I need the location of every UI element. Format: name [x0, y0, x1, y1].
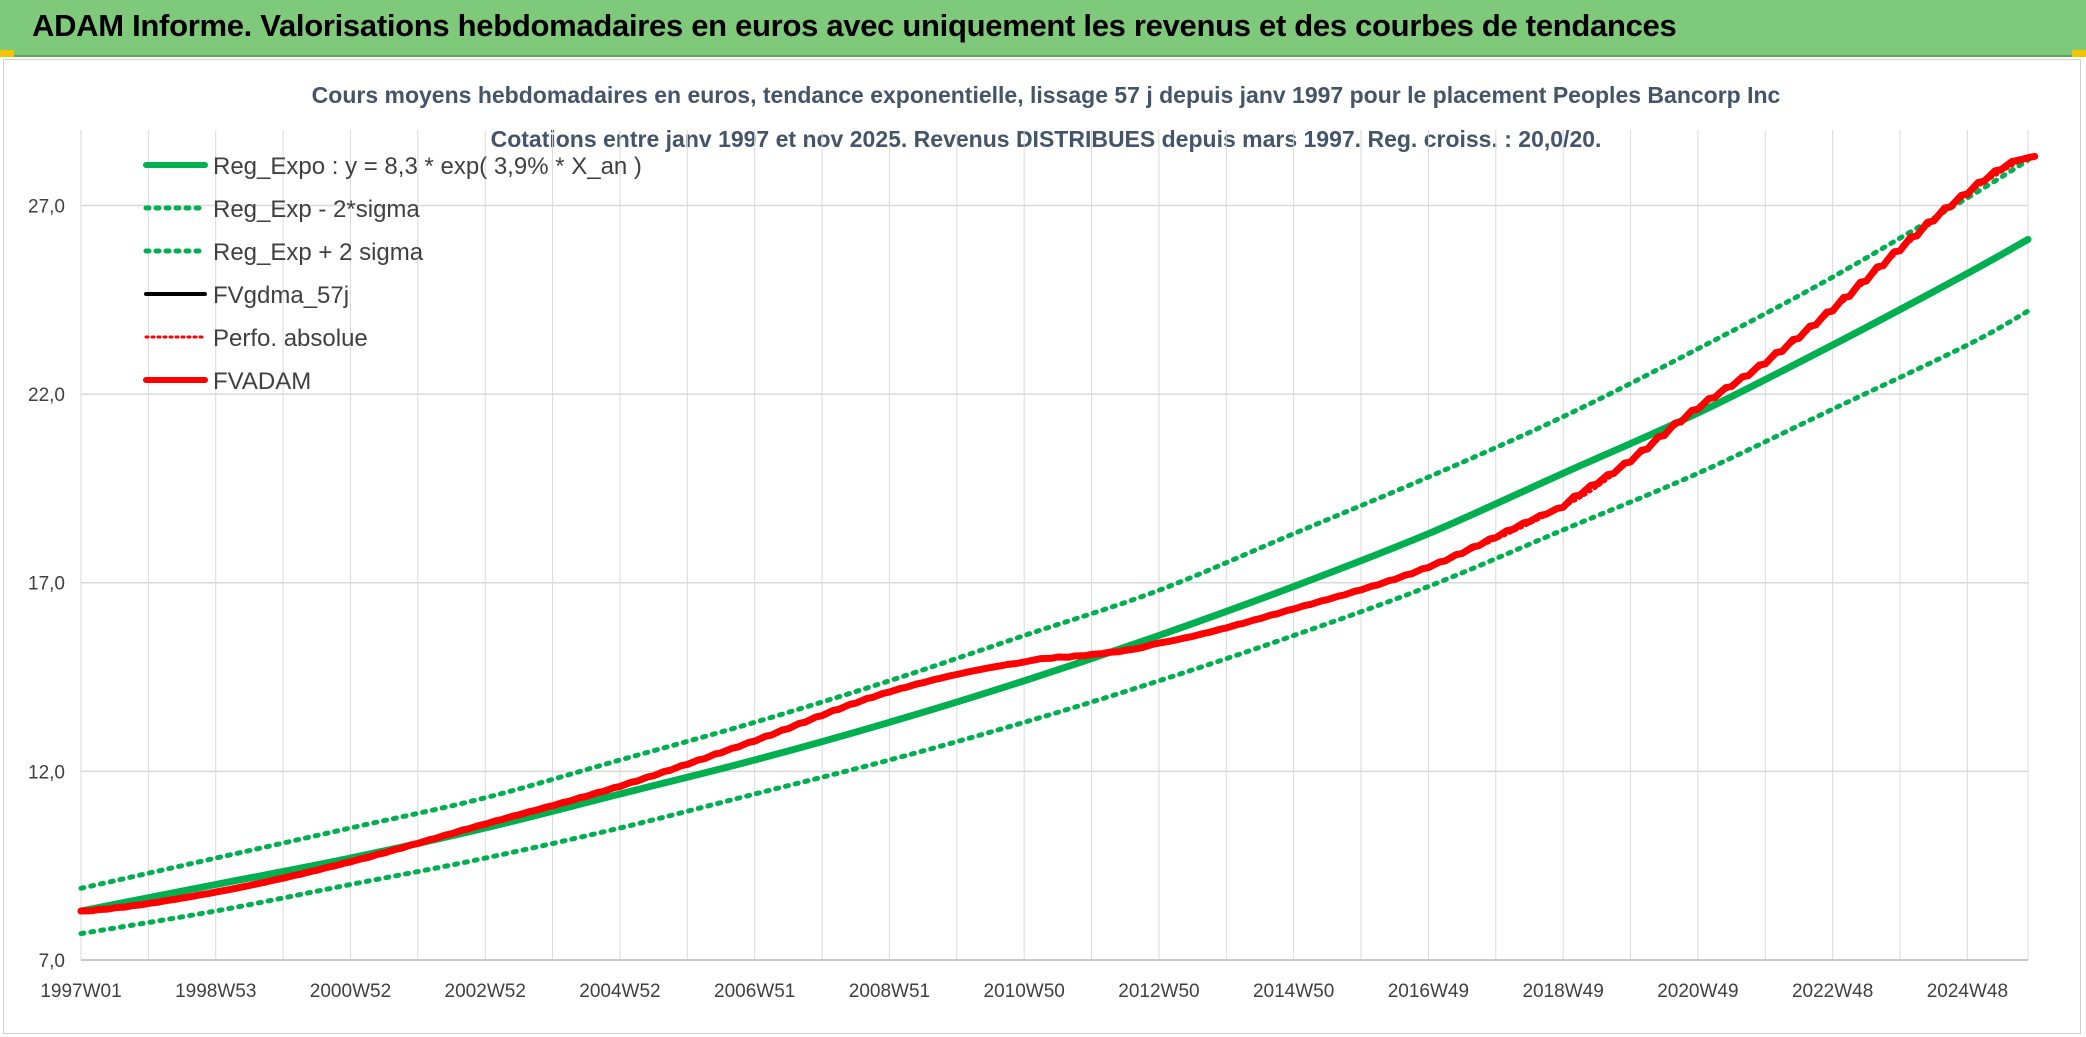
x-tick-label: 2004W52 — [579, 981, 660, 1002]
series-perfo-absolue — [79, 154, 2030, 913]
legend-entry: Perfo. absolue — [144, 325, 368, 352]
x-tick-label: 2018W49 — [1522, 981, 1603, 1002]
legend-label: FVADAM — [213, 368, 311, 395]
series-layer — [77, 152, 2039, 937]
x-tick-label: 1997W01 — [40, 981, 121, 1002]
x-tick-label: 2010W50 — [984, 981, 1065, 1002]
x-tick-label: 2020W49 — [1657, 981, 1738, 1002]
legend-label: Reg_Exp - 2*sigma — [213, 196, 420, 223]
series-fvadam — [77, 152, 2039, 915]
x-tick-label: 2002W52 — [445, 981, 526, 1002]
x-tick-label: 2014W50 — [1253, 981, 1334, 1002]
legend-entry: Reg_Expo : y = 8,3 * exp( 3,9% * X_an ) — [143, 153, 642, 180]
banner-title: ADAM Informe. Valorisations hebdomadaire… — [32, 8, 1677, 43]
corner-marker-right — [2072, 50, 2086, 57]
chart-subtitle: Cotations entre janv 1997 et nov 2025. R… — [491, 126, 1602, 152]
series-reg-exp-2-sigma — [78, 308, 2031, 937]
legend-label: Reg_Exp + 2 sigma — [213, 239, 424, 266]
legend: Reg_Expo : y = 8,3 * exp( 3,9% * X_an ) R… — [143, 153, 642, 395]
legend-entry: FVgdma_57j — [144, 282, 349, 309]
y-tick-label: 17,0 — [28, 574, 65, 595]
legend-entry: FVADAM — [143, 368, 311, 395]
legend-label: Reg_Expo : y = 8,3 * exp( 3,9% * X_an ) — [213, 153, 642, 180]
chart: Cours moyens hebdomadaires en euros, ten… — [28, 82, 2039, 1002]
y-tick-label: 12,0 — [28, 762, 65, 783]
legend-entry: Reg_Exp + 2 sigma — [143, 239, 424, 266]
corner-marker-left — [0, 50, 14, 57]
chart-frame: Cours moyens hebdomadaires en euros, ten… — [3, 59, 2081, 1034]
grid — [80, 130, 2029, 961]
x-tick-label: 2022W48 — [1792, 981, 1873, 1002]
chart-title: Cours moyens hebdomadaires en euros, ten… — [312, 82, 1781, 108]
x-tick-label: 2024W48 — [1927, 981, 2008, 1002]
banner: ADAM Informe. Valorisations hebdomadaire… — [0, 0, 2086, 57]
y-tick-label: 7,0 — [39, 951, 65, 972]
x-tick-label: 2000W52 — [310, 981, 391, 1002]
series-reg-exp-2-sigma — [78, 157, 2031, 891]
x-tick-label: 2008W51 — [849, 981, 930, 1002]
x-tick-label: 2012W50 — [1118, 981, 1199, 1002]
x-tick-label: 2016W49 — [1388, 981, 1469, 1002]
x-tick-label: 2006W51 — [714, 981, 795, 1002]
legend-entry: Reg_Exp - 2*sigma — [143, 196, 420, 223]
y-tick-label: 22,0 — [28, 385, 65, 406]
legend-label: FVgdma_57j — [213, 282, 349, 309]
x-tick-label: 1998W53 — [175, 981, 256, 1002]
series-reg-expo — [77, 235, 2032, 915]
y-tick-label: 27,0 — [28, 196, 65, 217]
axes: 7,0 12,0 17,0 22,0 27,0 1997W01 1998W53 2000W52… — [28, 196, 2028, 1002]
legend-label: Perfo. absolue — [213, 325, 368, 352]
